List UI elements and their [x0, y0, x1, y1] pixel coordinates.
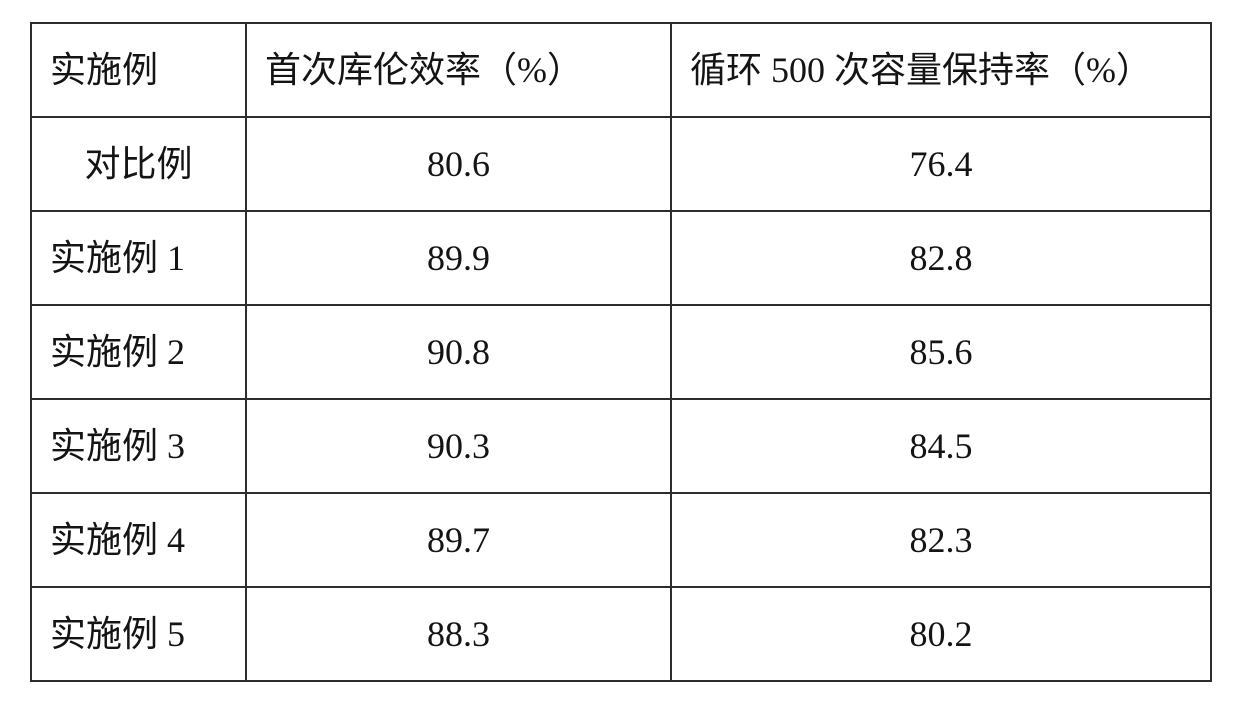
table-container: 实施例 首次库伦效率（%） 循环 500 次容量保持率（%） 对比例 80.6 … — [0, 0, 1240, 704]
row-label: 实施例 2 — [31, 305, 246, 399]
cell-value: 89.9 — [246, 211, 671, 305]
table-header-row: 实施例 首次库伦效率（%） 循环 500 次容量保持率（%） — [31, 23, 1211, 117]
col-header-efficiency: 首次库伦效率（%） — [246, 23, 671, 117]
cell-value: 80.2 — [671, 587, 1211, 681]
cell-value: 90.8 — [246, 305, 671, 399]
table-row: 实施例 1 89.9 82.8 — [31, 211, 1211, 305]
data-table: 实施例 首次库伦效率（%） 循环 500 次容量保持率（%） 对比例 80.6 … — [30, 22, 1212, 682]
cell-value: 76.4 — [671, 117, 1211, 211]
table-row: 实施例 5 88.3 80.2 — [31, 587, 1211, 681]
table-row: 对比例 80.6 76.4 — [31, 117, 1211, 211]
row-label: 实施例 5 — [31, 587, 246, 681]
cell-value: 80.6 — [246, 117, 671, 211]
cell-value: 90.3 — [246, 399, 671, 493]
table-row: 实施例 4 89.7 82.3 — [31, 493, 1211, 587]
cell-value: 89.7 — [246, 493, 671, 587]
row-label: 实施例 4 — [31, 493, 246, 587]
row-label: 对比例 — [31, 117, 246, 211]
col-header-retention: 循环 500 次容量保持率（%） — [671, 23, 1211, 117]
cell-value: 82.8 — [671, 211, 1211, 305]
table-row: 实施例 3 90.3 84.5 — [31, 399, 1211, 493]
row-label: 实施例 1 — [31, 211, 246, 305]
cell-value: 82.3 — [671, 493, 1211, 587]
row-label: 实施例 3 — [31, 399, 246, 493]
col-header-example: 实施例 — [31, 23, 246, 117]
cell-value: 88.3 — [246, 587, 671, 681]
cell-value: 84.5 — [671, 399, 1211, 493]
cell-value: 85.6 — [671, 305, 1211, 399]
table-row: 实施例 2 90.8 85.6 — [31, 305, 1211, 399]
